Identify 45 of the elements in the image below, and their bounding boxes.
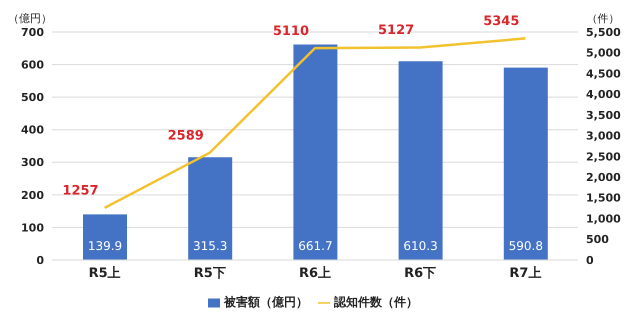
y-tick-label: 300 — [21, 156, 44, 170]
y2-tick-label: 1,500 — [586, 192, 622, 205]
y2-tick-label: 3,000 — [586, 130, 622, 143]
x-tick-label: R6下 — [404, 266, 436, 282]
data-label: 139.9 — [88, 239, 122, 253]
x-tick-label: R5下 — [194, 266, 226, 282]
bar — [398, 61, 443, 260]
bar — [83, 214, 127, 260]
y-tick-label: 200 — [21, 188, 44, 202]
y2-tick-label: 5,000 — [586, 46, 622, 60]
x-tick-label: R6上 — [298, 266, 332, 282]
y2-tick-label: 2,500 — [586, 150, 622, 164]
y2-tick-label: 1,000 — [586, 212, 622, 226]
x-tick-label: R5上 — [88, 266, 121, 282]
y-tick-label: 400 — [21, 124, 44, 137]
bar — [188, 157, 232, 260]
y2-tick-label: 3,500 — [586, 108, 622, 122]
data-label: 1257 — [62, 184, 99, 199]
y-tick-label: 700 — [21, 26, 44, 39]
line-series — [103, 37, 527, 210]
y2-axis-title: （件） — [586, 12, 620, 25]
x-tick-label: R7上 — [509, 266, 542, 282]
y2-tick-label: 0 — [586, 254, 594, 267]
y2-tick-label: 2,000 — [586, 170, 622, 184]
y-tick-label: 500 — [21, 91, 44, 104]
data-label: 5345 — [483, 14, 520, 30]
y-tick-label: 600 — [21, 58, 44, 72]
y-tick-label: 0 — [36, 254, 44, 267]
y-axis-title: （億円） — [8, 12, 52, 25]
data-label: 590.8 — [508, 239, 543, 253]
y2-tick-label: 4,000 — [586, 88, 622, 102]
bar — [504, 68, 548, 260]
legend-label: 被害額（億円） — [224, 295, 308, 309]
legend-label: 認知件数（件） — [334, 295, 418, 309]
data-label: 315.3 — [193, 239, 228, 253]
y2-tick-label: 500 — [586, 233, 610, 246]
y-tick-label: 100 — [21, 221, 44, 234]
data-label: 610.3 — [403, 239, 438, 253]
data-label: 5127 — [378, 23, 414, 38]
data-label: 5110 — [272, 24, 309, 39]
y2-tick-label: 4,500 — [586, 67, 622, 80]
data-label: 661.7 — [298, 239, 333, 253]
bar — [293, 44, 338, 260]
y2-tick-label: 5,500 — [586, 26, 622, 39]
data-label: 2589 — [168, 128, 204, 144]
